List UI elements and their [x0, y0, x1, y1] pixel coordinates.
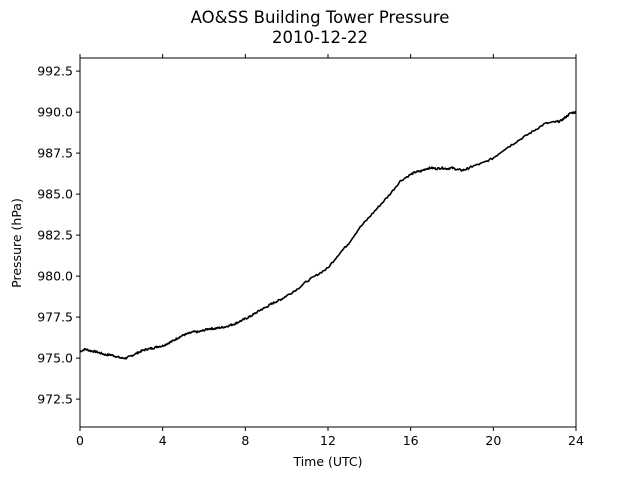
x-axis-label: Time (UTC): [292, 454, 362, 469]
y-tick-label: 982.5: [37, 228, 73, 243]
x-tick-label: 20: [485, 433, 501, 448]
chart-subtitle: 2010-12-22: [272, 28, 368, 47]
y-tick-label: 980.0: [37, 269, 73, 284]
y-tick-label: 992.5: [37, 64, 73, 79]
x-tick-label: 24: [568, 433, 584, 448]
y-tick-label: 972.5: [37, 392, 73, 407]
x-tick-label: 12: [320, 433, 336, 448]
pressure-line: [79, 110, 577, 360]
y-tick-label: 975.0: [37, 351, 73, 366]
y-tick-label: 987.5: [37, 146, 73, 161]
y-axis-label: Pressure (hPa): [9, 198, 24, 288]
x-tick-label: 8: [241, 433, 249, 448]
y-tick-label: 990.0: [37, 105, 73, 120]
x-tick-label: 16: [403, 433, 419, 448]
chart-title: AO&SS Building Tower Pressure: [190, 8, 450, 27]
x-tick-label: 0: [76, 433, 84, 448]
y-tick-label: 985.0: [37, 187, 73, 202]
plot-frame: [79, 57, 577, 428]
y-tick-label: 977.5: [37, 310, 73, 325]
x-tick-label: 4: [159, 433, 167, 448]
